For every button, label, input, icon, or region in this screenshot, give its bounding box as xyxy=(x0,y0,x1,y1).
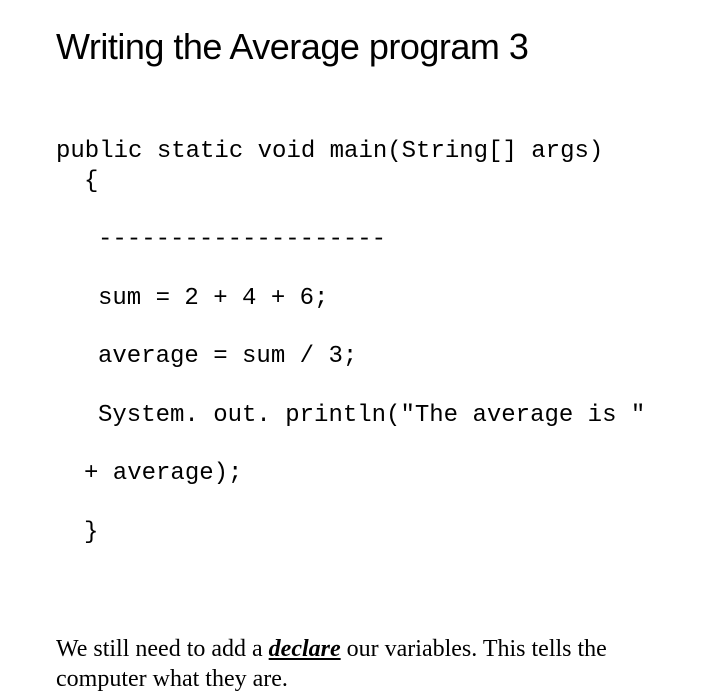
body-text: We still need to add a declare our varia… xyxy=(56,634,664,694)
code-line-5: average = sum / 3; xyxy=(56,342,664,371)
code-line-7: + average); xyxy=(56,459,664,488)
slide: Writing the Average program 3 public sta… xyxy=(0,0,720,540)
code-line-6: System. out. println("The average is " xyxy=(56,401,664,430)
slide-title: Writing the Average program 3 xyxy=(56,26,664,68)
code-line-4: sum = 2 + 4 + 6; xyxy=(56,284,664,313)
code-block: public static void main(String[] args) {… xyxy=(56,108,664,576)
declare-word: declare xyxy=(269,636,341,662)
code-line-1: public static void main(String[] args) xyxy=(56,138,603,165)
code-line-3: -------------------- xyxy=(56,225,664,254)
body-pre: We still need to add a xyxy=(56,636,269,662)
code-line-2: { xyxy=(56,167,664,196)
code-line-8: } xyxy=(56,518,664,547)
